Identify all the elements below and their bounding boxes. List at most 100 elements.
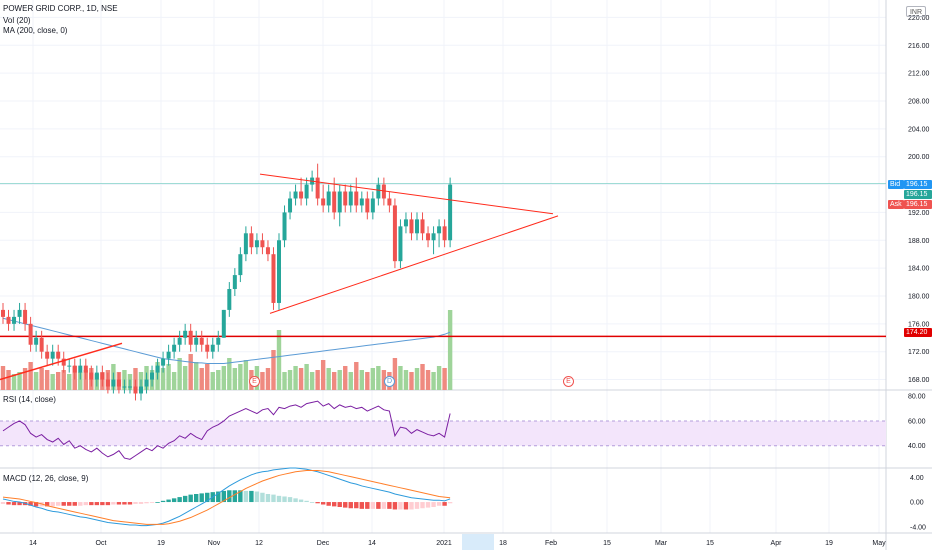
volume-bar: [78, 372, 83, 390]
macd-histogram-bar: [320, 502, 326, 505]
macd-histogram-bar: [304, 500, 309, 503]
candle-body: [277, 240, 281, 303]
volume-bar: [348, 372, 353, 390]
macd-tick-label: -4.00: [910, 524, 926, 531]
volume-bar: [67, 374, 72, 390]
candle-body: [116, 379, 121, 387]
ask-label: Ask: [888, 200, 904, 209]
macd-histogram-bar: [387, 502, 392, 509]
macd-histogram-bar: [315, 502, 320, 504]
candle-body: [343, 191, 348, 206]
candle-body: [265, 247, 270, 255]
macd-histogram-bar: [381, 502, 387, 509]
macd-histogram-bar: [238, 490, 243, 503]
volume-bar: [171, 372, 177, 390]
macd-histogram-bar: [337, 502, 342, 507]
volume-bar: [337, 370, 342, 390]
volume-bar: [205, 364, 210, 390]
volume-bar: [392, 358, 398, 390]
volume-bar: [315, 370, 320, 390]
candle-body: [172, 344, 177, 352]
macd-histogram-bar: [33, 502, 39, 507]
macd-histogram-bar: [61, 502, 66, 506]
volume-bar: [442, 368, 447, 390]
time-tick-label: 18: [499, 540, 507, 547]
volume-bar: [381, 370, 387, 390]
price-tick-label: 208.00: [908, 98, 930, 105]
candle-body: [144, 379, 149, 387]
candle-body: [332, 191, 337, 213]
candle-body: [105, 379, 110, 387]
candle-body: [139, 386, 143, 394]
candle-body: [442, 226, 447, 241]
candle-body: [409, 219, 414, 234]
candle-body: [376, 184, 381, 199]
macd-histogram-bar: [409, 502, 414, 510]
macd-histogram-bar: [376, 502, 381, 509]
candle-body: [39, 337, 44, 352]
level-price-tag: 174.20: [904, 328, 932, 337]
price-tick-label: 216.00: [908, 43, 930, 50]
volume-bar: [216, 370, 221, 390]
macd-histogram-bar: [6, 502, 11, 505]
time-tick-label: Feb: [545, 540, 557, 547]
macd-histogram-bar: [392, 502, 398, 510]
macd-histogram-bar: [398, 502, 403, 510]
candle-body: [288, 198, 293, 213]
macd-histogram-bar: [254, 491, 260, 503]
volume-bar: [188, 354, 193, 390]
candle-body: [199, 337, 204, 345]
volume-bar: [320, 360, 326, 390]
macd-histogram-bar: [232, 490, 238, 503]
macd-histogram-bar: [177, 497, 182, 503]
macd-histogram-bar: [171, 498, 177, 503]
macd-histogram-bar: [243, 490, 249, 503]
macd-histogram-bar: [155, 502, 160, 503]
time-tick-label: 14: [29, 540, 37, 547]
currency-badge[interactable]: INR: [906, 6, 926, 17]
earnings-event-icon[interactable]: E: [249, 376, 260, 387]
candle-body: [161, 358, 166, 366]
volume-bar: [326, 368, 331, 390]
price-tick-label: 200.00: [908, 154, 930, 161]
macd-histogram-bar: [216, 491, 221, 503]
dividend-event-icon[interactable]: D: [384, 376, 395, 387]
volume-legend: Vol (20): [3, 16, 31, 25]
macd-histogram-bar: [149, 502, 155, 503]
macd-histogram-bar: [425, 502, 431, 508]
volume-bar: [199, 368, 204, 390]
volume-bar: [425, 370, 431, 390]
volume-bar: [365, 372, 370, 390]
future-earnings-event-icon[interactable]: E: [563, 376, 574, 387]
candle-body: [337, 191, 342, 213]
candle-body: [299, 191, 304, 199]
candle-body: [304, 184, 309, 199]
volume-bar: [436, 366, 442, 390]
candle-body: [100, 372, 105, 380]
macd-tick-label: 0.00: [910, 500, 924, 507]
price-tick-label: 168.00: [908, 377, 930, 384]
volume-bar: [447, 310, 453, 390]
volume-bar: [414, 368, 420, 390]
bid-price-tag: 196.15: [904, 180, 932, 189]
candle-body: [23, 309, 28, 324]
candle-body: [243, 233, 248, 255]
candle-body: [381, 184, 386, 199]
volume-bar: [293, 366, 298, 390]
macd-legend: MACD (12, 26, close, 9): [3, 474, 89, 483]
ask-price-tag: 196.15: [904, 200, 932, 209]
volume-bar: [56, 372, 61, 390]
candle-body: [12, 316, 17, 324]
rsi-tick-label: 60.00: [908, 418, 926, 425]
macd-histogram-bar: [194, 494, 199, 503]
macd-histogram-bar: [83, 502, 88, 506]
macd-histogram-bar: [282, 496, 287, 503]
volume-bar: [376, 366, 381, 390]
price-tick-label: 184.00: [908, 266, 930, 273]
candle-body: [249, 233, 254, 248]
candle-body: [403, 219, 408, 227]
volume-bar: [232, 368, 238, 390]
rsi-tick-label: 40.00: [908, 443, 926, 450]
time-tick-label: Nov: [208, 540, 221, 547]
